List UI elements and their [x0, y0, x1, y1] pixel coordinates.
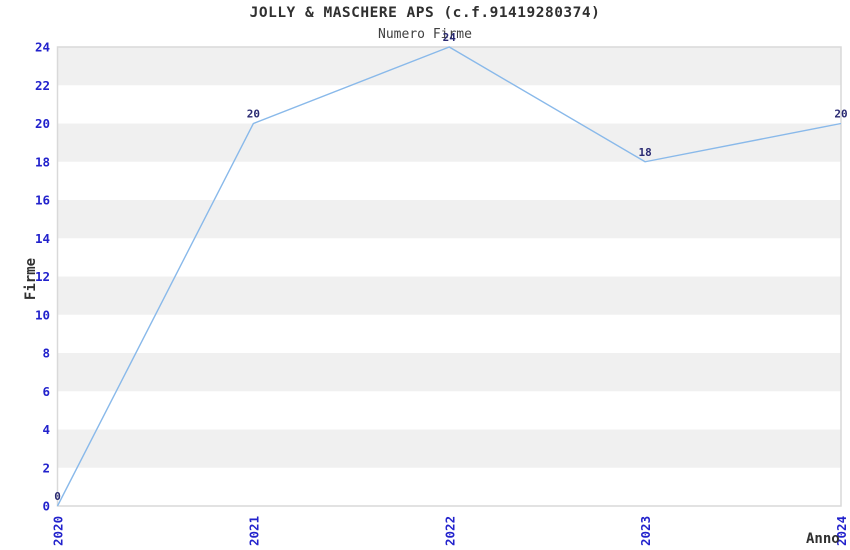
y-tick-label: 16 — [35, 193, 50, 208]
y-tick-label: 10 — [35, 307, 50, 322]
grid-band — [57, 429, 841, 468]
y-tick-label: 24 — [35, 40, 50, 55]
x-tick-label: 2023 — [638, 516, 653, 546]
data-point-label: 18 — [639, 146, 652, 159]
y-tick-label: 20 — [35, 116, 50, 131]
grid-band — [57, 123, 841, 162]
y-tick-label: 2 — [42, 460, 50, 475]
grid-band — [57, 353, 841, 392]
data-line — [56, 46, 842, 507]
y-tick-label: 18 — [35, 154, 50, 169]
grid-band — [57, 47, 841, 86]
x-axis-title: Anno — [806, 531, 840, 547]
x-tick-label: 2022 — [442, 516, 457, 546]
data-point-label: 0 — [54, 490, 61, 503]
data-point-label: 24 — [443, 31, 457, 44]
y-tick-label: 0 — [42, 499, 50, 514]
x-tick-label: 2021 — [246, 516, 261, 546]
grid-band — [57, 200, 841, 239]
chart-subtitle: Numero Firme — [378, 27, 472, 42]
x-tick-label: 2020 — [51, 516, 66, 546]
y-tick-label: 4 — [42, 422, 50, 437]
chart-title: JOLLY & MASCHERE APS (c.f.91419280374) — [249, 5, 601, 21]
y-tick-label: 22 — [35, 78, 50, 93]
x-tick-label: 2024 — [834, 516, 849, 546]
data-point-label: 20 — [834, 108, 847, 121]
y-tick-label: 6 — [42, 384, 50, 399]
data-point-label: 20 — [247, 108, 260, 121]
y-tick-label: 8 — [42, 346, 50, 361]
y-tick-label: 14 — [35, 231, 50, 246]
y-tick-label: 12 — [35, 269, 50, 284]
grid-band — [57, 276, 841, 315]
